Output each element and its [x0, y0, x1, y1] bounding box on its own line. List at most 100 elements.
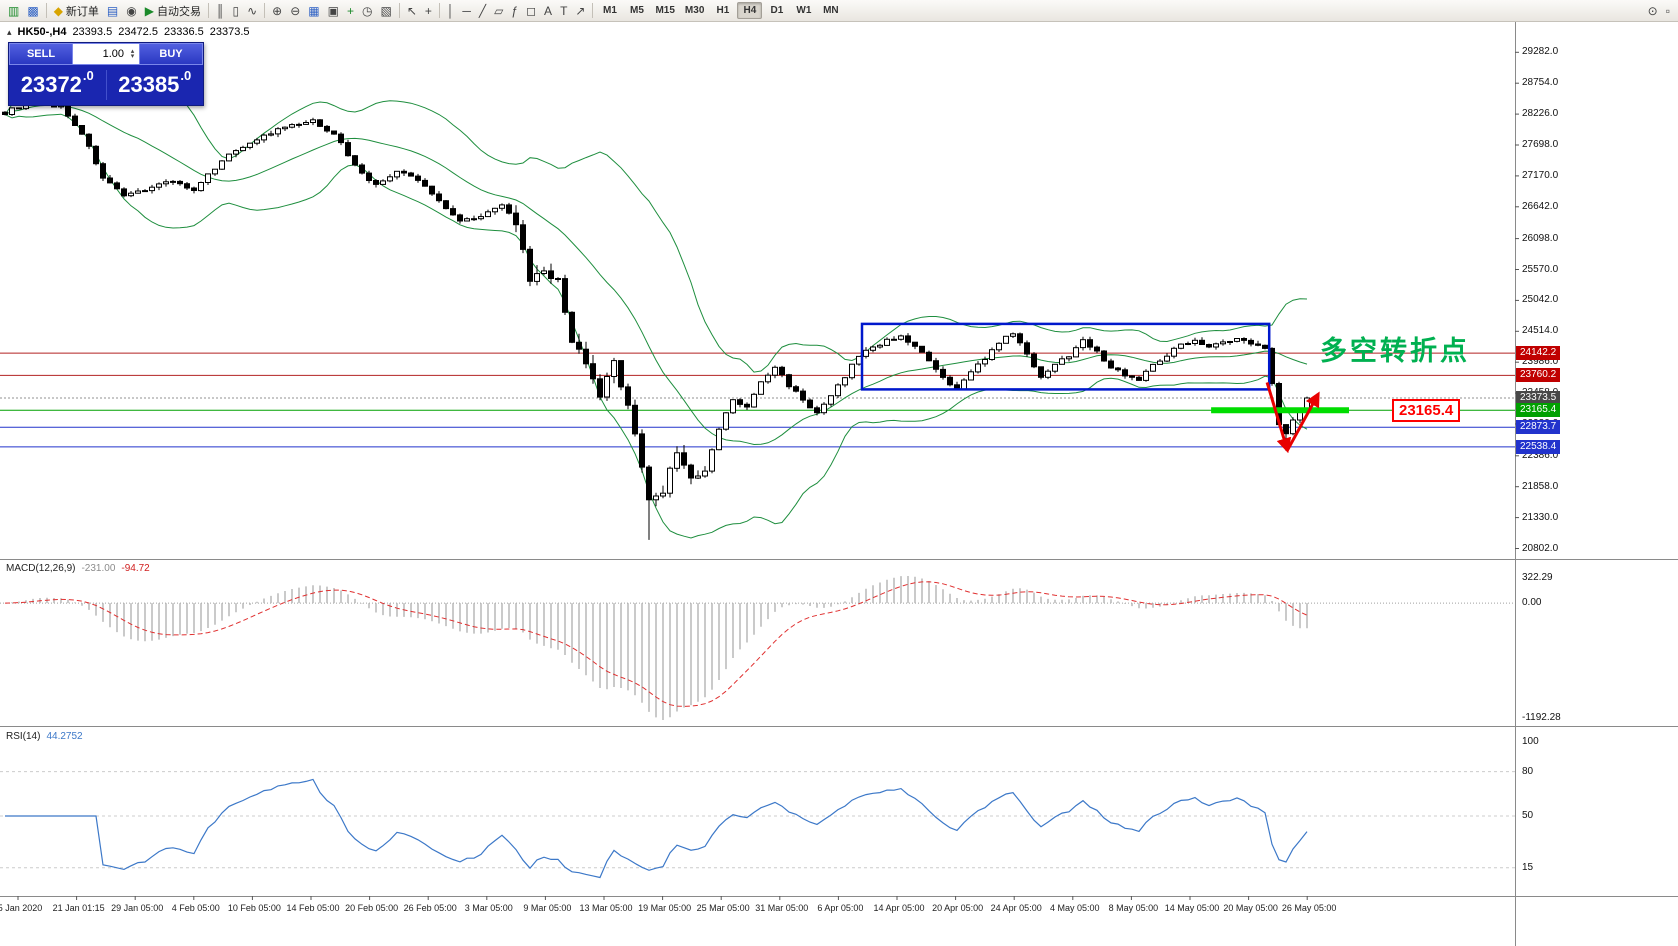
rsi-line	[5, 778, 1308, 879]
ohlc-high: 23472.5	[118, 26, 158, 38]
toolbar-separator	[592, 3, 594, 18]
sell-button[interactable]: SELL	[9, 43, 73, 65]
bollinger-lower-band	[4, 113, 1308, 539]
zoom-out-icon: ⊖	[290, 3, 301, 18]
add-indicator-button[interactable]: +	[343, 1, 358, 20]
shapes-button[interactable]: ◻	[522, 1, 540, 20]
ohlc-close: 23373.5	[209, 26, 250, 38]
text-button[interactable]: A	[540, 1, 556, 20]
timeframe-mn-button[interactable]: MN	[818, 2, 843, 19]
ohlc-low: 23336.5	[163, 26, 204, 38]
buy-button[interactable]: BUY	[139, 43, 203, 65]
new-order-button[interactable]: ◆ 新订单	[50, 1, 103, 20]
timeframe-m5-button[interactable]: M5	[624, 2, 649, 19]
lot-size-field[interactable]: 1.00 ▴ ▾	[73, 43, 139, 65]
arrows-button[interactable]: ↗	[571, 1, 589, 20]
chart-candles-icon: ▥	[8, 3, 20, 18]
candle-wicks	[4, 98, 1308, 540]
autotrading-label: 自动交易	[156, 5, 201, 18]
lot-decrease-icon[interactable]: ▾	[130, 53, 135, 60]
sell-price-main: 23372	[20, 72, 82, 97]
new-chart-button[interactable]: ▥	[4, 1, 23, 20]
timeframe-m30-button[interactable]: M30	[681, 2, 708, 19]
timeframe-d1-button[interactable]: D1	[764, 2, 789, 19]
crosshair-icon: +	[424, 3, 432, 18]
arrows-icon: ↗	[575, 3, 586, 18]
candlestick-chart-button[interactable]: ▯	[229, 1, 244, 20]
toolbar-separator	[207, 3, 209, 18]
print-icon: ▤	[106, 3, 119, 18]
periods-button[interactable]: ◷	[358, 1, 376, 20]
chart-search-button[interactable]: ⊙	[1644, 1, 1662, 20]
periods-icon: ◷	[362, 3, 373, 18]
timeframe-h1-button[interactable]: H1	[710, 2, 735, 19]
toolbar: ▥ ▩ ◆ 新订单 ▤ ◉ ▶ 自动交易 ║ ▯ ∿ ⊕ ⊖ ▦ ▣ + ◷ ▧ ↖ + │ ─ ╱ ▱ ƒ ◻ A T ↗ M1 M5 M1…	[0, 0, 1678, 22]
trendline-button[interactable]: ╱	[475, 1, 490, 20]
text-icon: A	[544, 3, 553, 18]
lot-spinner[interactable]: ▴ ▾	[126, 48, 139, 60]
support-price-annotation[interactable]: 23165.4	[1392, 399, 1461, 422]
drop-arrow[interactable]	[1265, 382, 1292, 454]
timeframe-w1-button[interactable]: W1	[791, 2, 816, 19]
vertical-line-button[interactable]: │	[443, 1, 459, 20]
symbol-timeframe-label: HK50-,H4	[17, 26, 67, 38]
text-label-button[interactable]: T	[556, 1, 571, 20]
info-icon: ◉	[126, 3, 137, 18]
turning-point-annotation[interactable]: 多空转折点	[1320, 336, 1470, 366]
autotrading-button[interactable]: ▶ 自动交易	[141, 1, 205, 20]
chart-window-button[interactable]: ▫	[1662, 1, 1674, 20]
toolbar-separator	[45, 3, 47, 18]
indicators-icon: +	[346, 3, 354, 18]
macd-signal-value: -94.72	[121, 563, 150, 574]
lot-increase-icon[interactable]: ▴	[130, 48, 135, 55]
shapes-icon: ◻	[526, 3, 537, 18]
equidistant-channel-button[interactable]: ▱	[490, 1, 507, 20]
templates-button[interactable]: ▧	[376, 1, 395, 20]
zoom-out-button[interactable]: ⊖	[286, 1, 304, 20]
rebound-arrow[interactable]	[1286, 391, 1320, 452]
sell-price[interactable]: 23372.0	[9, 66, 106, 104]
macd-value: -231.00	[81, 563, 116, 574]
line-chart-button[interactable]: ∿	[243, 1, 261, 20]
price-divider	[105, 70, 107, 100]
cascade-icon: ▣	[327, 3, 339, 18]
tile-windows-button[interactable]: ▦	[304, 1, 323, 20]
bollinger-upper-band	[4, 64, 1308, 373]
linechart-icon: ∿	[247, 3, 258, 18]
sell-price-frac: .0	[82, 68, 94, 83]
macd-signal-line	[4, 581, 1308, 707]
new-order-label: 新订单	[65, 5, 99, 18]
toolbar-separator	[438, 3, 440, 18]
trendline-icon: ╱	[478, 3, 487, 18]
macd-label: MACD(12,26,9) -231.00 -94.72	[6, 563, 150, 574]
auto-arrange-button[interactable]: ▣	[324, 1, 343, 20]
crosshair-button[interactable]: +	[421, 1, 436, 20]
lot-value: 1.00	[102, 48, 124, 60]
rsi-label: RSI(14) 44.2752	[6, 731, 83, 742]
one-click-collapse-icon[interactable]: ▴	[7, 26, 12, 37]
buy-price[interactable]: 23385.0	[107, 66, 204, 104]
one-click-trading-panel: SELL 1.00 ▴ ▾ BUY 23372.0 23385.0	[8, 42, 204, 106]
label-icon: T	[560, 3, 568, 18]
timeframe-h4-button[interactable]: H4	[737, 2, 763, 19]
toolbar-separator	[264, 3, 266, 18]
templates-icon: ▧	[380, 3, 392, 18]
zoom-in-button[interactable]: ⊕	[268, 1, 286, 20]
bollinger-middle-band	[4, 104, 1308, 446]
fibonacci-button[interactable]: ƒ	[507, 1, 522, 20]
chart-profiles-button[interactable]: ▩	[23, 1, 42, 20]
tiles-icon: ▦	[308, 3, 320, 18]
market-info-button[interactable]: ◉	[122, 1, 140, 20]
bars-icon: ║	[215, 3, 225, 18]
timeframe-m15-button[interactable]: M15	[651, 2, 678, 19]
timeframe-m1-button[interactable]: M1	[597, 2, 622, 19]
rsi-value: 44.2752	[46, 731, 83, 742]
cursor-button[interactable]: ↖	[403, 1, 421, 20]
horizontal-line-button[interactable]: ─	[458, 1, 475, 20]
channel-icon: ▱	[494, 3, 504, 18]
chart-print-button[interactable]: ▤	[103, 1, 122, 20]
bar-chart-button[interactable]: ║	[212, 1, 229, 20]
profiles-icon: ▩	[27, 3, 39, 18]
consolidation-rectangle[interactable]	[860, 322, 1271, 391]
